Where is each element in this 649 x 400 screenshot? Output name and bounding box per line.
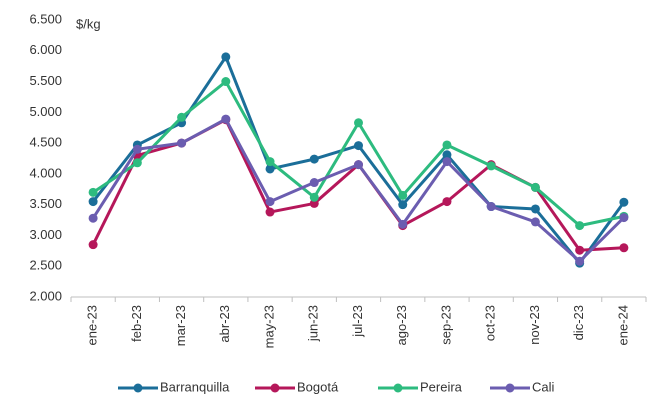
x-tick-label: sep-23: [438, 305, 453, 345]
y-tick-label: 6.500: [29, 11, 62, 26]
point: [309, 154, 319, 164]
point: [177, 112, 187, 122]
point: [309, 178, 319, 188]
y-tick-label: 4.500: [29, 135, 62, 150]
point: [354, 118, 363, 128]
point: [575, 256, 585, 266]
y-tick-label: 5.500: [29, 73, 62, 88]
y-tick-label: 2.500: [29, 258, 62, 273]
point: [575, 245, 585, 255]
point: [88, 240, 98, 250]
legend-label: Cali: [532, 379, 555, 394]
legend-marker: [133, 383, 143, 393]
point: [221, 77, 231, 87]
point: [88, 187, 98, 197]
point: [265, 207, 275, 217]
x-tick-label: feb-23: [129, 305, 144, 342]
point: [619, 197, 629, 207]
legend-label: Barranquilla: [160, 379, 230, 394]
x-tick-label: nov-23: [527, 305, 542, 345]
point: [88, 213, 98, 223]
point: [88, 197, 98, 207]
legend-label: Pereira: [420, 379, 463, 394]
legend-marker: [505, 383, 515, 393]
legend-label: Bogotá: [297, 379, 339, 394]
point: [486, 161, 496, 171]
point: [309, 192, 319, 202]
point: [442, 197, 452, 207]
point: [265, 197, 275, 207]
y-tick-label: 3.000: [29, 227, 62, 242]
x-tick-label: jul-23: [350, 305, 365, 338]
y-tick-label: 2.000: [29, 288, 62, 303]
y-axis-label: $/kg: [76, 16, 101, 31]
y-tick-label: 5.000: [29, 104, 62, 119]
x-tick-label: abr-23: [217, 305, 232, 343]
series-line: [91, 55, 626, 265]
x-tick-label: ene-24: [615, 305, 630, 345]
point: [398, 200, 408, 210]
y-tick-label: 6.000: [29, 42, 62, 57]
point: [354, 141, 363, 151]
point: [530, 182, 540, 192]
x-tick-label: jun-23: [306, 305, 321, 342]
point: [575, 221, 585, 231]
x-tick-label: ene-23: [85, 305, 100, 345]
x-tick-label: ago-23: [394, 305, 409, 345]
point: [132, 144, 142, 154]
y-tick-label: 3.500: [29, 196, 62, 211]
point: [619, 213, 629, 223]
x-tick-label: oct-23: [483, 305, 498, 341]
point: [442, 157, 452, 167]
point: [398, 219, 408, 229]
point: [221, 114, 231, 124]
point: [619, 243, 629, 253]
point: [398, 190, 408, 200]
point: [265, 157, 275, 167]
point: [530, 217, 540, 227]
y-tick-label: 4.000: [29, 165, 62, 180]
series-line: [92, 80, 625, 228]
point: [442, 150, 452, 160]
legend-marker: [270, 383, 280, 393]
point: [530, 204, 540, 214]
point: [486, 202, 496, 212]
point: [354, 160, 363, 170]
point: [221, 52, 231, 62]
point: [265, 164, 275, 174]
point: [309, 198, 319, 208]
point: [177, 138, 187, 148]
x-tick-label: may-23: [261, 305, 276, 348]
point: [442, 140, 452, 150]
legend-marker: [393, 383, 403, 393]
x-tick-label: mar-23: [173, 305, 188, 346]
point: [132, 158, 142, 168]
x-tick-label: dic-23: [571, 305, 586, 340]
series-line: [91, 117, 625, 263]
